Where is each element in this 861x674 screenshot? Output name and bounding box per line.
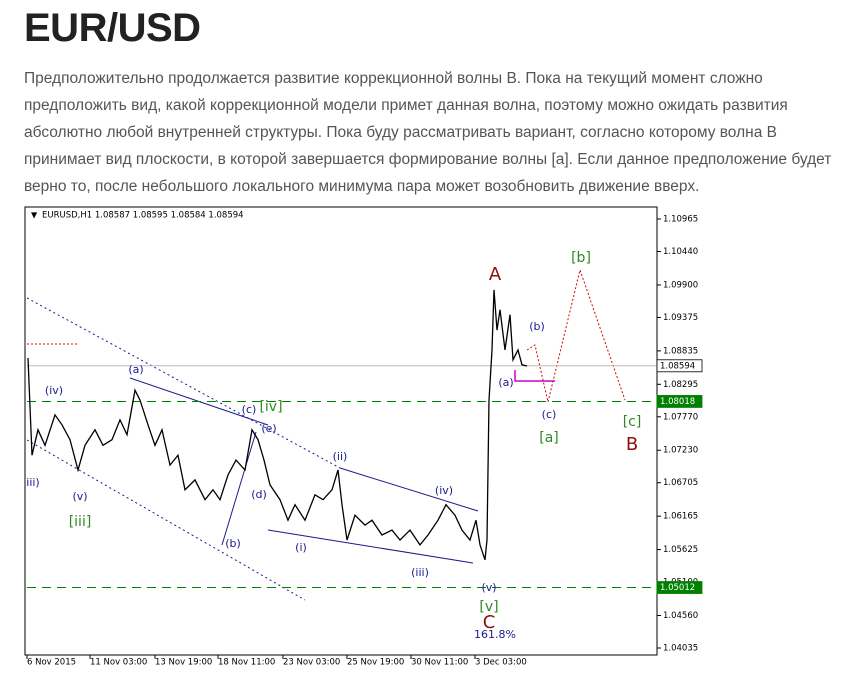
y-tick-label: 1.07230 xyxy=(663,446,698,456)
wave-label: (e) xyxy=(261,422,276,435)
x-tick-label: 3 Dec 03:00 xyxy=(475,658,527,668)
y-tick-label: 1.05625 xyxy=(663,545,698,555)
price-box-label: 1.08594 xyxy=(660,361,695,371)
wave-label: iii) xyxy=(26,476,39,489)
y-tick-label: 1.04035 xyxy=(663,644,698,654)
wave-label: C xyxy=(483,612,496,633)
paragraph: Предположительно продолжается развитие к… xyxy=(24,65,861,200)
y-tick-label: 1.06165 xyxy=(663,512,698,522)
y-tick-label: 1.08295 xyxy=(663,380,698,390)
x-tick-label: 23 Nov 03:00 xyxy=(283,658,340,668)
channel-line xyxy=(26,297,341,469)
title: EUR/USD xyxy=(24,6,201,50)
y-tick-label: 1.09900 xyxy=(663,280,698,290)
y-tick-label: 1.09375 xyxy=(663,313,698,323)
wave-label: (iv) xyxy=(435,484,453,497)
magenta-line xyxy=(514,370,555,382)
price-box xyxy=(656,581,703,594)
chart-header: EURUSD,H1 1.08587 1.08595 1.08584 1.0859… xyxy=(42,211,244,221)
wave-label: (d) xyxy=(251,488,267,501)
wave-label: A xyxy=(489,264,502,285)
paragraph-line: принимает вид плоскости, в которой завер… xyxy=(24,151,832,168)
wave-label: (a) xyxy=(498,376,513,389)
paragraph-line: абсолютно любой внутренней структуры. По… xyxy=(24,124,777,141)
wave-label: [b] xyxy=(571,250,591,266)
wave-label: B xyxy=(626,434,638,455)
wave-label: (v) xyxy=(481,581,496,594)
price-box-label: 1.08018 xyxy=(660,397,695,407)
y-tick-label: 1.10965 xyxy=(663,215,698,225)
x-tick-label: 30 Nov 11:00 xyxy=(411,658,468,668)
x-tick-label: 11 Nov 03:00 xyxy=(90,658,147,668)
wave-label: [a] xyxy=(539,430,559,446)
price-line xyxy=(27,289,528,561)
wave-label: (a) xyxy=(128,363,143,376)
wave-label: [v] xyxy=(479,599,498,615)
wave-label: (c) xyxy=(542,408,557,421)
chart-header: ▼ xyxy=(31,211,38,220)
paragraph-line: Предположительно продолжается развитие к… xyxy=(24,70,763,87)
x-tick-label: 13 Nov 19:00 xyxy=(155,658,212,668)
wave-label: [c] xyxy=(623,414,642,430)
x-tick-label: 6 Nov 2015 xyxy=(27,658,76,668)
trend-line xyxy=(221,431,257,546)
wave-label: [iii] xyxy=(69,514,92,530)
wave-label: [iv] xyxy=(259,399,282,415)
y-tick-label: 1.07770 xyxy=(663,412,698,422)
wave-label: (i) xyxy=(295,541,307,554)
forecast-path xyxy=(526,268,626,403)
wave-label: (c) xyxy=(242,403,257,416)
y-tick-label: 1.10440 xyxy=(663,247,698,257)
paragraph-line: верно то, после небольшого локального ми… xyxy=(24,178,700,195)
plot-frame xyxy=(24,206,658,656)
price-box-label: 1.05012 xyxy=(660,583,695,593)
price-box xyxy=(656,395,703,408)
wave-label: 161.8% xyxy=(474,628,516,641)
paragraph-line: предположить вид, какой коррекционной мо… xyxy=(24,97,788,114)
wave-label: (iv) xyxy=(45,384,63,397)
price-box xyxy=(656,359,703,373)
wave-label: (v) xyxy=(72,490,87,503)
wave-label: (b) xyxy=(225,537,241,550)
channel-line xyxy=(26,439,306,601)
y-tick-label: 1.04560 xyxy=(663,611,698,621)
y-tick-label: 1.06705 xyxy=(663,478,698,488)
trend-line xyxy=(267,529,474,564)
trend-line xyxy=(339,467,479,512)
x-tick-label: 25 Nov 19:00 xyxy=(347,658,404,668)
x-tick-label: 18 Nov 11:00 xyxy=(218,658,275,668)
wave-label: (b) xyxy=(529,320,545,333)
wave-label: (ii) xyxy=(333,450,348,463)
y-tick-label: 1.08835 xyxy=(663,346,698,356)
wave-label: (iii) xyxy=(411,566,429,579)
